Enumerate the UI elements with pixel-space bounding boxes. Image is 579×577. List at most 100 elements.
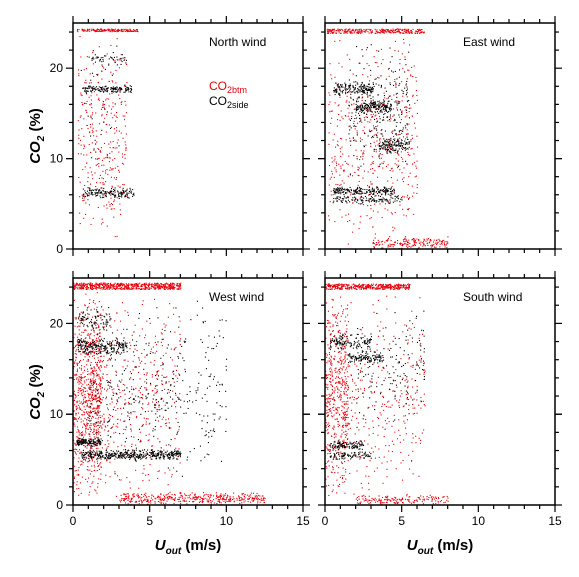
data-point bbox=[92, 57, 94, 59]
data-point bbox=[225, 500, 227, 502]
data-point bbox=[404, 125, 406, 127]
data-point bbox=[377, 100, 379, 102]
data-point bbox=[110, 127, 112, 129]
data-point bbox=[355, 191, 357, 193]
data-point bbox=[396, 96, 398, 98]
data-point bbox=[156, 408, 158, 410]
data-point bbox=[90, 372, 92, 374]
data-point bbox=[133, 30, 135, 32]
data-point bbox=[374, 237, 376, 239]
data-point bbox=[81, 414, 83, 416]
data-point bbox=[392, 29, 394, 31]
data-point bbox=[77, 344, 79, 346]
data-point bbox=[370, 29, 372, 31]
data-point bbox=[153, 288, 155, 290]
data-point bbox=[361, 203, 363, 205]
data-point bbox=[179, 344, 181, 346]
data-point bbox=[387, 142, 389, 144]
data-point bbox=[90, 391, 92, 393]
data-point bbox=[98, 367, 100, 369]
data-point bbox=[121, 30, 123, 32]
data-point bbox=[99, 59, 101, 61]
data-point bbox=[394, 40, 396, 42]
data-point bbox=[370, 208, 372, 210]
data-point bbox=[220, 502, 222, 504]
data-point bbox=[373, 107, 375, 109]
data-point bbox=[388, 67, 390, 69]
data-point bbox=[441, 240, 443, 242]
data-point bbox=[80, 139, 82, 141]
data-point bbox=[89, 407, 91, 409]
data-point bbox=[374, 103, 376, 105]
data-point bbox=[90, 286, 92, 288]
data-point bbox=[378, 150, 380, 152]
data-point bbox=[390, 109, 392, 111]
data-point bbox=[86, 154, 88, 156]
data-point bbox=[79, 283, 81, 285]
data-point bbox=[198, 502, 200, 504]
data-point bbox=[99, 91, 101, 93]
data-point bbox=[387, 200, 389, 202]
data-point bbox=[362, 204, 364, 206]
data-point bbox=[101, 114, 103, 116]
data-point bbox=[402, 29, 404, 31]
data-point bbox=[125, 195, 127, 197]
data-point bbox=[127, 314, 129, 316]
data-point bbox=[414, 240, 416, 242]
data-point bbox=[175, 418, 177, 420]
data-point bbox=[119, 91, 121, 93]
data-point bbox=[100, 192, 102, 194]
data-point bbox=[173, 381, 175, 383]
data-point bbox=[373, 190, 375, 192]
data-point bbox=[352, 32, 354, 34]
data-point bbox=[111, 28, 113, 30]
data-point bbox=[181, 495, 183, 497]
data-point bbox=[400, 139, 402, 141]
data-point bbox=[120, 396, 122, 398]
data-point bbox=[399, 242, 401, 244]
data-point bbox=[411, 134, 413, 136]
data-point bbox=[131, 30, 133, 32]
data-point bbox=[120, 30, 122, 32]
data-point bbox=[160, 283, 162, 285]
data-point bbox=[79, 402, 81, 404]
data-point bbox=[384, 29, 386, 31]
data-point bbox=[113, 432, 115, 434]
data-point bbox=[387, 238, 389, 240]
data-point bbox=[130, 192, 132, 194]
data-point bbox=[102, 103, 104, 105]
data-point bbox=[128, 192, 130, 194]
data-point bbox=[189, 496, 191, 498]
data-point bbox=[403, 143, 405, 145]
data-point bbox=[334, 221, 336, 223]
data-point bbox=[403, 38, 405, 40]
data-point bbox=[89, 394, 91, 396]
data-point bbox=[151, 445, 153, 447]
data-point bbox=[381, 147, 383, 149]
data-point bbox=[135, 283, 137, 285]
data-point bbox=[339, 209, 341, 211]
data-point bbox=[177, 430, 179, 432]
data-point bbox=[81, 103, 83, 105]
data-point bbox=[90, 287, 92, 289]
data-point bbox=[96, 306, 98, 308]
data-point bbox=[117, 31, 119, 33]
data-point bbox=[372, 242, 374, 244]
data-point bbox=[375, 201, 377, 203]
data-point bbox=[100, 359, 102, 361]
data-point bbox=[385, 109, 387, 111]
data-point bbox=[368, 83, 370, 85]
data-point bbox=[384, 140, 386, 142]
data-point bbox=[356, 106, 358, 108]
data-point bbox=[163, 499, 165, 501]
data-point bbox=[121, 61, 123, 63]
data-point bbox=[360, 187, 362, 189]
data-point bbox=[104, 282, 106, 284]
data-point bbox=[381, 243, 383, 245]
legend-entry: CO2btm bbox=[209, 79, 247, 95]
data-point bbox=[119, 392, 121, 394]
data-point bbox=[131, 500, 133, 502]
data-point bbox=[92, 283, 94, 285]
data-point bbox=[360, 109, 362, 111]
data-point bbox=[360, 30, 362, 32]
